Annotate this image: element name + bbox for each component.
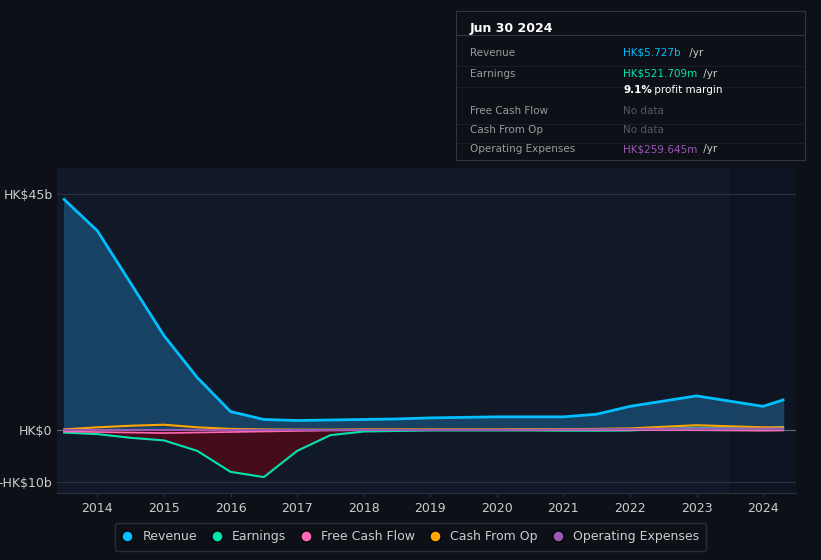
Text: Jun 30 2024: Jun 30 2024: [470, 22, 553, 35]
Text: Cash From Op: Cash From Op: [470, 125, 543, 135]
Text: /yr: /yr: [699, 144, 718, 154]
Text: HK$259.645m: HK$259.645m: [623, 144, 698, 154]
Text: 9.1%: 9.1%: [623, 85, 652, 95]
Text: Earnings: Earnings: [470, 68, 515, 78]
Text: /yr: /yr: [699, 68, 718, 78]
Text: No data: No data: [623, 106, 664, 115]
Text: No data: No data: [623, 125, 664, 135]
Text: profit margin: profit margin: [651, 85, 722, 95]
Text: Operating Expenses: Operating Expenses: [470, 144, 575, 154]
Text: HK$521.709m: HK$521.709m: [623, 68, 697, 78]
Text: Revenue: Revenue: [470, 48, 515, 58]
Bar: [730, 168, 796, 493]
Text: HK$5.727b: HK$5.727b: [623, 48, 681, 58]
Text: /yr: /yr: [686, 48, 704, 58]
Legend: Revenue, Earnings, Free Cash Flow, Cash From Op, Operating Expenses: Revenue, Earnings, Free Cash Flow, Cash …: [115, 523, 706, 551]
Text: Free Cash Flow: Free Cash Flow: [470, 106, 548, 115]
